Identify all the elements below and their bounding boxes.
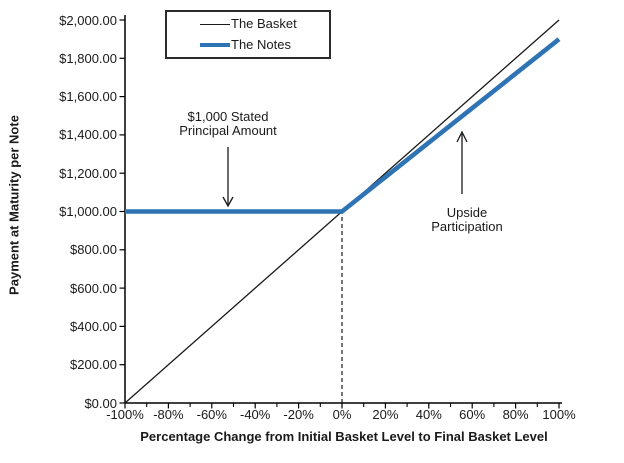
y-tick-label: $1,400.00 — [59, 127, 117, 143]
x-tick-label: 80% — [502, 407, 529, 422]
notes-line-sample — [200, 43, 230, 47]
y-tick-label: $1,800.00 — [59, 50, 117, 66]
annotation-upside: Upside Participation — [431, 206, 503, 234]
y-tick-label: $1,600.00 — [59, 89, 117, 105]
y-tick-label: $400.00 — [70, 318, 117, 334]
y-tick-label: $800.00 — [70, 242, 117, 258]
legend-label-basket: The Basket — [231, 16, 297, 31]
legend-item-notes: The Notes — [200, 38, 329, 52]
x-tick-label: 0% — [332, 407, 352, 422]
y-tick-label: $1,000.00 — [59, 204, 117, 219]
basket-line-sample — [200, 23, 230, 25]
legend-item-basket: The Basket — [200, 17, 329, 31]
annotation-principal-line2: Principal Amount — [179, 123, 277, 138]
x-tick-label: -60% — [196, 407, 227, 422]
legend: The Basket The Notes — [165, 10, 331, 59]
y-tick-label: $0.00 — [84, 395, 117, 411]
annotation-principal: $1,000 Stated Principal Amount — [179, 110, 277, 138]
x-tick-label: -40% — [240, 407, 271, 422]
upside-arrowhead-up — [456, 130, 468, 143]
y-tick-label: $2,000.00 — [59, 12, 117, 28]
principal-arrowhead-down — [222, 196, 234, 208]
x-tick-label: 20% — [372, 407, 399, 422]
x-axis-title: Percentage Change from Initial Basket Le… — [140, 429, 548, 444]
x-tick-label: 100% — [542, 407, 576, 422]
annotation-upside-line2: Participation — [431, 219, 503, 234]
upside-arrow — [456, 130, 468, 194]
x-tick-label: 60% — [459, 407, 486, 422]
y-tick-label: $1,200.00 — [59, 165, 117, 181]
y-tick-label: $600.00 — [70, 280, 117, 296]
annotation-upside-line1: Upside — [446, 205, 488, 220]
legend-label-notes: The Notes — [231, 37, 291, 52]
series-line-the-notes — [125, 37, 561, 214]
annotation-principal-line1: $1,000 Stated — [187, 109, 269, 124]
y-axis-title: Payment at Maturity per Note — [6, 115, 22, 295]
x-tick-label: -20% — [283, 407, 314, 422]
x-tick-label: 40% — [415, 407, 442, 422]
principal-arrow — [222, 147, 234, 208]
x-tick-label: -100% — [106, 407, 144, 422]
y-tick-label: $200.00 — [70, 357, 117, 373]
x-tick-label: -80% — [153, 407, 184, 422]
